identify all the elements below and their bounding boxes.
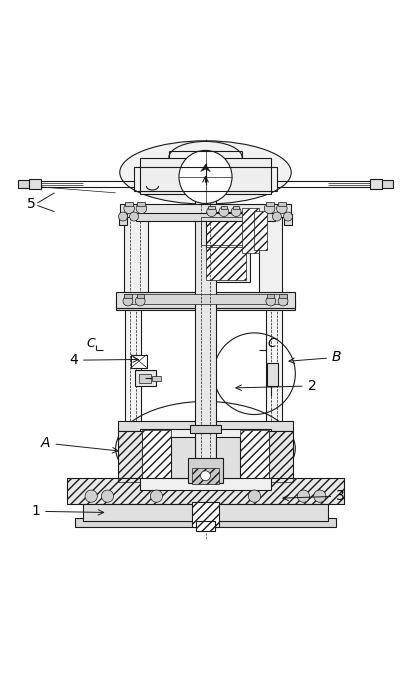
Bar bbox=[188, 458, 223, 483]
Bar bbox=[377, 180, 393, 188]
Bar bbox=[125, 306, 141, 428]
Bar bbox=[240, 430, 269, 483]
Bar bbox=[266, 306, 282, 428]
Circle shape bbox=[123, 296, 133, 306]
Bar bbox=[67, 478, 344, 504]
Bar bbox=[233, 206, 239, 210]
Bar bbox=[137, 202, 145, 206]
Circle shape bbox=[284, 212, 293, 221]
Circle shape bbox=[297, 490, 309, 502]
Bar bbox=[29, 179, 42, 188]
Circle shape bbox=[266, 296, 276, 306]
Bar bbox=[221, 206, 227, 210]
Bar bbox=[136, 294, 144, 298]
Bar bbox=[142, 430, 171, 483]
Bar bbox=[118, 431, 142, 482]
Bar bbox=[120, 204, 291, 216]
Bar bbox=[206, 247, 246, 280]
Bar bbox=[254, 212, 267, 250]
Bar bbox=[369, 179, 382, 188]
Bar bbox=[140, 478, 271, 490]
Circle shape bbox=[248, 490, 261, 502]
Circle shape bbox=[207, 207, 217, 216]
Bar bbox=[196, 521, 215, 531]
Bar bbox=[124, 214, 148, 302]
Text: B: B bbox=[289, 351, 342, 364]
Bar bbox=[216, 437, 240, 478]
Bar bbox=[67, 478, 344, 504]
Circle shape bbox=[150, 490, 163, 502]
Circle shape bbox=[129, 212, 139, 221]
Bar bbox=[279, 294, 287, 298]
Bar bbox=[152, 376, 161, 380]
Bar bbox=[266, 202, 274, 206]
Bar bbox=[284, 214, 292, 224]
Bar bbox=[115, 300, 296, 311]
Bar bbox=[83, 504, 328, 521]
Bar bbox=[140, 428, 271, 484]
Circle shape bbox=[179, 151, 232, 203]
Circle shape bbox=[135, 296, 145, 306]
Bar bbox=[118, 431, 142, 482]
Bar bbox=[171, 437, 195, 478]
Bar bbox=[115, 292, 296, 308]
Text: 3: 3 bbox=[283, 489, 345, 503]
Bar bbox=[201, 245, 250, 282]
Bar bbox=[131, 355, 147, 367]
Text: C: C bbox=[86, 336, 95, 350]
Circle shape bbox=[136, 203, 147, 214]
Circle shape bbox=[314, 490, 326, 502]
Bar bbox=[190, 424, 221, 433]
Ellipse shape bbox=[120, 141, 291, 204]
Bar bbox=[119, 214, 127, 224]
Bar bbox=[278, 202, 286, 206]
Bar bbox=[140, 158, 271, 194]
Bar bbox=[139, 374, 151, 382]
Circle shape bbox=[231, 207, 241, 216]
Polygon shape bbox=[201, 164, 210, 172]
Bar bbox=[269, 431, 293, 482]
Bar bbox=[18, 180, 34, 188]
Bar bbox=[124, 294, 132, 298]
Text: 2: 2 bbox=[236, 379, 316, 393]
Circle shape bbox=[272, 212, 282, 221]
Text: 1: 1 bbox=[31, 504, 104, 518]
Circle shape bbox=[201, 471, 210, 481]
Bar bbox=[136, 214, 275, 220]
Circle shape bbox=[118, 212, 127, 221]
Bar bbox=[75, 518, 336, 527]
Bar bbox=[125, 202, 133, 206]
Circle shape bbox=[102, 490, 114, 502]
Bar bbox=[124, 294, 287, 304]
Bar bbox=[134, 167, 277, 191]
Text: 4: 4 bbox=[69, 353, 139, 367]
Bar bbox=[269, 431, 293, 482]
Bar bbox=[267, 294, 275, 298]
Circle shape bbox=[264, 203, 275, 214]
Circle shape bbox=[278, 296, 288, 306]
Bar bbox=[118, 420, 293, 431]
Bar bbox=[206, 212, 250, 250]
Circle shape bbox=[277, 203, 287, 214]
Bar bbox=[192, 502, 219, 527]
Bar bbox=[267, 363, 278, 386]
Circle shape bbox=[124, 203, 134, 214]
Bar bbox=[208, 206, 215, 210]
Circle shape bbox=[219, 207, 229, 216]
Bar bbox=[259, 214, 282, 302]
Bar bbox=[192, 468, 219, 484]
Bar bbox=[242, 208, 259, 254]
Bar bbox=[195, 190, 216, 484]
Text: C: C bbox=[267, 336, 276, 350]
Text: 5: 5 bbox=[28, 197, 36, 212]
Text: A: A bbox=[41, 436, 118, 453]
Circle shape bbox=[85, 490, 97, 502]
Bar bbox=[201, 216, 250, 245]
Bar bbox=[135, 370, 156, 386]
